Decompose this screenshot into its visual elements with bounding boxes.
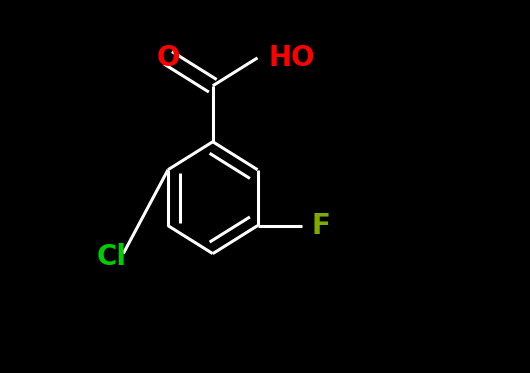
Text: F: F [312,211,331,240]
Text: HO: HO [269,44,315,72]
Text: Cl: Cl [97,243,127,272]
Text: O: O [156,44,180,72]
